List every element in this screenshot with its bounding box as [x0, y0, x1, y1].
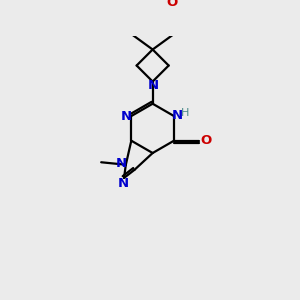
Text: O: O: [200, 134, 211, 147]
Text: N: N: [172, 109, 183, 122]
Text: N: N: [116, 157, 127, 170]
Text: N: N: [121, 110, 132, 122]
Text: O: O: [166, 0, 177, 9]
Text: N: N: [118, 177, 129, 190]
Text: H: H: [181, 108, 190, 118]
Text: N: N: [148, 79, 159, 92]
